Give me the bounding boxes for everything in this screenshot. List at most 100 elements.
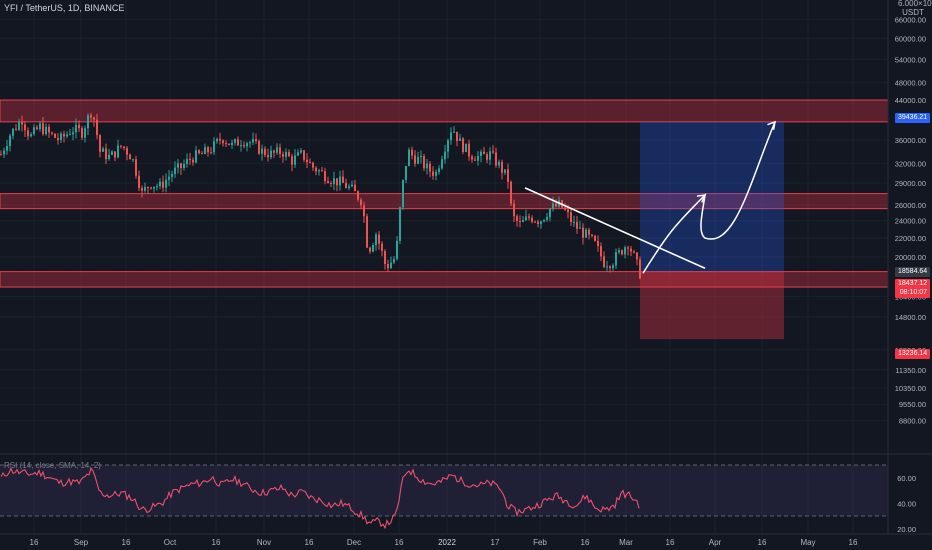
x-tick-label: 16 — [395, 538, 404, 547]
candle-body — [0, 154, 2, 156]
y-tick-label: 14800.00 — [895, 313, 926, 322]
projection-path — [642, 121, 776, 274]
candle-body — [231, 142, 233, 146]
resistance-zone — [0, 99, 889, 123]
rsi-band — [0, 465, 888, 516]
candle-body — [504, 169, 506, 173]
candle-body — [138, 175, 140, 188]
candle-body — [330, 182, 332, 184]
y-tick-label: 29000.00 — [895, 179, 926, 188]
candle-body — [42, 123, 44, 135]
candle-body — [15, 128, 17, 130]
candle-body — [177, 163, 179, 168]
candle-body — [480, 151, 482, 156]
candle-body — [252, 139, 254, 143]
x-tick-label: 2022 — [438, 538, 456, 547]
candle-body — [18, 122, 20, 130]
candle-body — [423, 156, 425, 169]
candle-body — [390, 262, 392, 269]
candle-body — [102, 148, 104, 152]
long-position-target — [640, 121, 784, 272]
candle-body — [279, 147, 281, 154]
candle-body — [99, 135, 101, 152]
rsi-tick-label: 40.00 — [897, 499, 916, 508]
price-tag-stop: 13236.14 — [895, 349, 930, 359]
drawings[interactable] — [0, 120, 888, 274]
candle-body — [372, 245, 374, 252]
price-tag-target: 39436.21 — [895, 113, 930, 123]
candle-body — [336, 178, 338, 186]
candle-body — [3, 150, 5, 155]
candle-body — [24, 124, 26, 131]
candle-body — [525, 216, 527, 221]
candle-body — [351, 184, 353, 187]
candle-body — [57, 137, 59, 140]
candle-body — [90, 115, 92, 118]
candle-body — [450, 132, 452, 141]
candle-body — [273, 150, 275, 153]
candle-body — [501, 161, 503, 173]
projection-arrowhead-2 — [767, 120, 776, 130]
candle-body — [447, 140, 449, 152]
candle-body — [297, 152, 299, 156]
candle-body — [498, 161, 500, 166]
candle-body — [534, 221, 536, 223]
candle-body — [432, 171, 434, 176]
candle-body — [189, 158, 191, 160]
candles — [0, 112, 641, 280]
candle-body — [456, 131, 458, 141]
y-tick-label: 8800.00 — [899, 416, 926, 425]
candle-body — [507, 169, 509, 182]
candle-body — [387, 264, 389, 269]
candle-body — [150, 187, 152, 189]
candle-body — [111, 151, 113, 155]
candle-body — [81, 128, 83, 138]
candle-body — [357, 191, 359, 200]
candle-body — [519, 221, 521, 223]
candle-body — [324, 171, 326, 182]
candle-body — [570, 212, 572, 222]
x-tick-label: 16 — [666, 538, 675, 547]
y-tick-label: 32000.00 — [895, 159, 926, 168]
candle-body — [363, 205, 365, 217]
candle-body — [537, 221, 539, 224]
candle-body — [453, 131, 455, 133]
candle-body — [366, 216, 368, 248]
rsi-tick-label: 60.00 — [897, 474, 916, 483]
candle-body — [321, 170, 323, 172]
candle-body — [399, 207, 401, 241]
candle-body — [591, 234, 593, 236]
candle-body — [405, 166, 407, 181]
candle-body — [309, 162, 311, 164]
symbol-title[interactable]: YFI / TetherUS, 1D, BINANCE — [4, 3, 125, 13]
candle-body — [147, 187, 149, 189]
candle-body — [153, 186, 155, 189]
candle-body — [522, 220, 524, 222]
candle-body — [513, 203, 515, 217]
candle-body — [36, 127, 38, 130]
candle-body — [237, 139, 239, 146]
candle-body — [603, 256, 605, 267]
candle-body — [78, 124, 80, 129]
candle-body — [21, 122, 23, 125]
candle-body — [276, 147, 278, 153]
rsi-label[interactable]: RSI (14, close, SMA, 14, 2) — [4, 461, 101, 470]
candle-body — [597, 240, 599, 247]
candle-body — [216, 138, 218, 142]
candle-body — [495, 152, 497, 166]
candle-body — [393, 259, 395, 263]
candle-body — [564, 207, 566, 210]
candle-body — [489, 151, 491, 160]
candle-body — [255, 139, 257, 141]
candle-body — [594, 235, 596, 241]
candle-body — [612, 265, 614, 269]
candle-body — [135, 159, 137, 176]
candle-body — [129, 154, 131, 160]
candle-body — [186, 158, 188, 165]
candle-body — [291, 156, 293, 165]
candle-body — [288, 152, 290, 157]
candle-body — [156, 186, 158, 188]
candle-body — [30, 134, 32, 137]
candle-body — [516, 216, 518, 222]
